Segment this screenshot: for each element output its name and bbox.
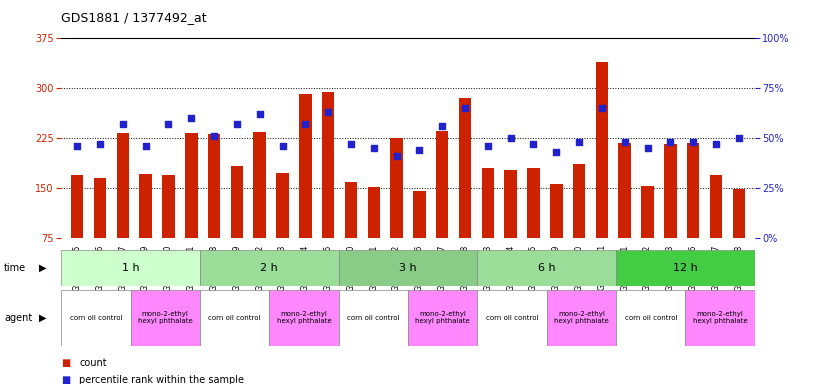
Point [276,143,289,149]
Point [550,149,563,155]
Bar [71,175,83,238]
Bar [140,174,152,238]
Bar [596,62,608,238]
Point [299,121,312,127]
Point [641,145,654,151]
Point [687,139,700,145]
Point [573,139,586,145]
Text: mono-2-ethyl
hexyl phthalate: mono-2-ethyl hexyl phthalate [554,311,609,324]
Bar [322,92,335,238]
Bar [619,143,631,238]
Text: 12 h: 12 h [673,263,698,273]
Bar [131,290,200,346]
Bar [277,173,289,238]
Point [139,143,152,149]
Text: corn oil control: corn oil control [69,315,122,321]
Point [344,141,357,147]
Bar [616,290,685,346]
Bar [504,170,517,238]
Bar [436,131,449,238]
Text: 2 h: 2 h [260,263,278,273]
Text: mono-2-ethyl
hexyl phthalate: mono-2-ethyl hexyl phthalate [693,311,747,324]
Bar [477,290,547,346]
Bar [413,192,426,238]
Bar [550,184,562,238]
Text: mono-2-ethyl
hexyl phthalate: mono-2-ethyl hexyl phthalate [138,311,193,324]
Bar [185,133,197,238]
Point [596,105,609,111]
Bar [254,132,266,238]
Bar [616,250,755,286]
Bar [408,290,477,346]
Point [94,141,107,147]
Bar [664,144,676,238]
Bar [459,98,472,238]
Text: mono-2-ethyl
hexyl phthalate: mono-2-ethyl hexyl phthalate [415,311,470,324]
Point [367,145,380,151]
Bar [162,175,175,238]
Point [390,153,403,159]
Bar [231,166,243,238]
Bar [61,290,131,346]
Point [709,141,722,147]
Point [436,123,449,129]
Bar [61,250,200,286]
Point [527,141,540,147]
Bar [200,250,339,286]
Text: corn oil control: corn oil control [347,315,400,321]
Bar [573,164,585,238]
Bar [733,189,745,238]
Point [322,109,335,115]
Point [184,115,197,121]
Bar [367,187,380,238]
Text: ■: ■ [61,375,70,384]
Bar [299,94,312,238]
Text: agent: agent [4,313,33,323]
Point [413,147,426,153]
Text: corn oil control: corn oil control [486,315,539,321]
Point [116,121,129,127]
Bar [339,250,477,286]
Bar [685,290,755,346]
Text: mono-2-ethyl
hexyl phthalate: mono-2-ethyl hexyl phthalate [277,311,331,324]
Bar [339,290,408,346]
Text: count: count [79,358,107,368]
Bar [94,178,106,238]
Bar [527,168,539,238]
Bar [481,167,494,238]
Bar [200,290,269,346]
Text: percentile rank within the sample: percentile rank within the sample [79,375,244,384]
Bar [477,250,616,286]
Bar [687,143,699,238]
Text: ■: ■ [61,358,70,368]
Text: 1 h: 1 h [122,263,140,273]
Point [504,135,517,141]
Point [481,143,494,149]
Text: GDS1881 / 1377492_at: GDS1881 / 1377492_at [61,12,206,25]
Point [71,143,84,149]
Bar [117,133,129,238]
Bar [641,186,654,238]
Text: 6 h: 6 h [538,263,556,273]
Bar [547,290,616,346]
Point [619,139,632,145]
Bar [710,175,722,238]
Text: corn oil control: corn oil control [624,315,677,321]
Text: ▶: ▶ [39,313,47,323]
Point [207,133,220,139]
Point [664,139,677,145]
Text: corn oil control: corn oil control [208,315,261,321]
Point [253,111,266,118]
Bar [269,290,339,346]
Text: 3 h: 3 h [399,263,417,273]
Bar [208,134,220,238]
Bar [390,138,403,238]
Point [732,135,745,141]
Bar [344,182,357,238]
Text: time: time [4,263,26,273]
Point [162,121,175,127]
Point [459,105,472,111]
Text: ▶: ▶ [39,263,47,273]
Point [230,121,243,127]
